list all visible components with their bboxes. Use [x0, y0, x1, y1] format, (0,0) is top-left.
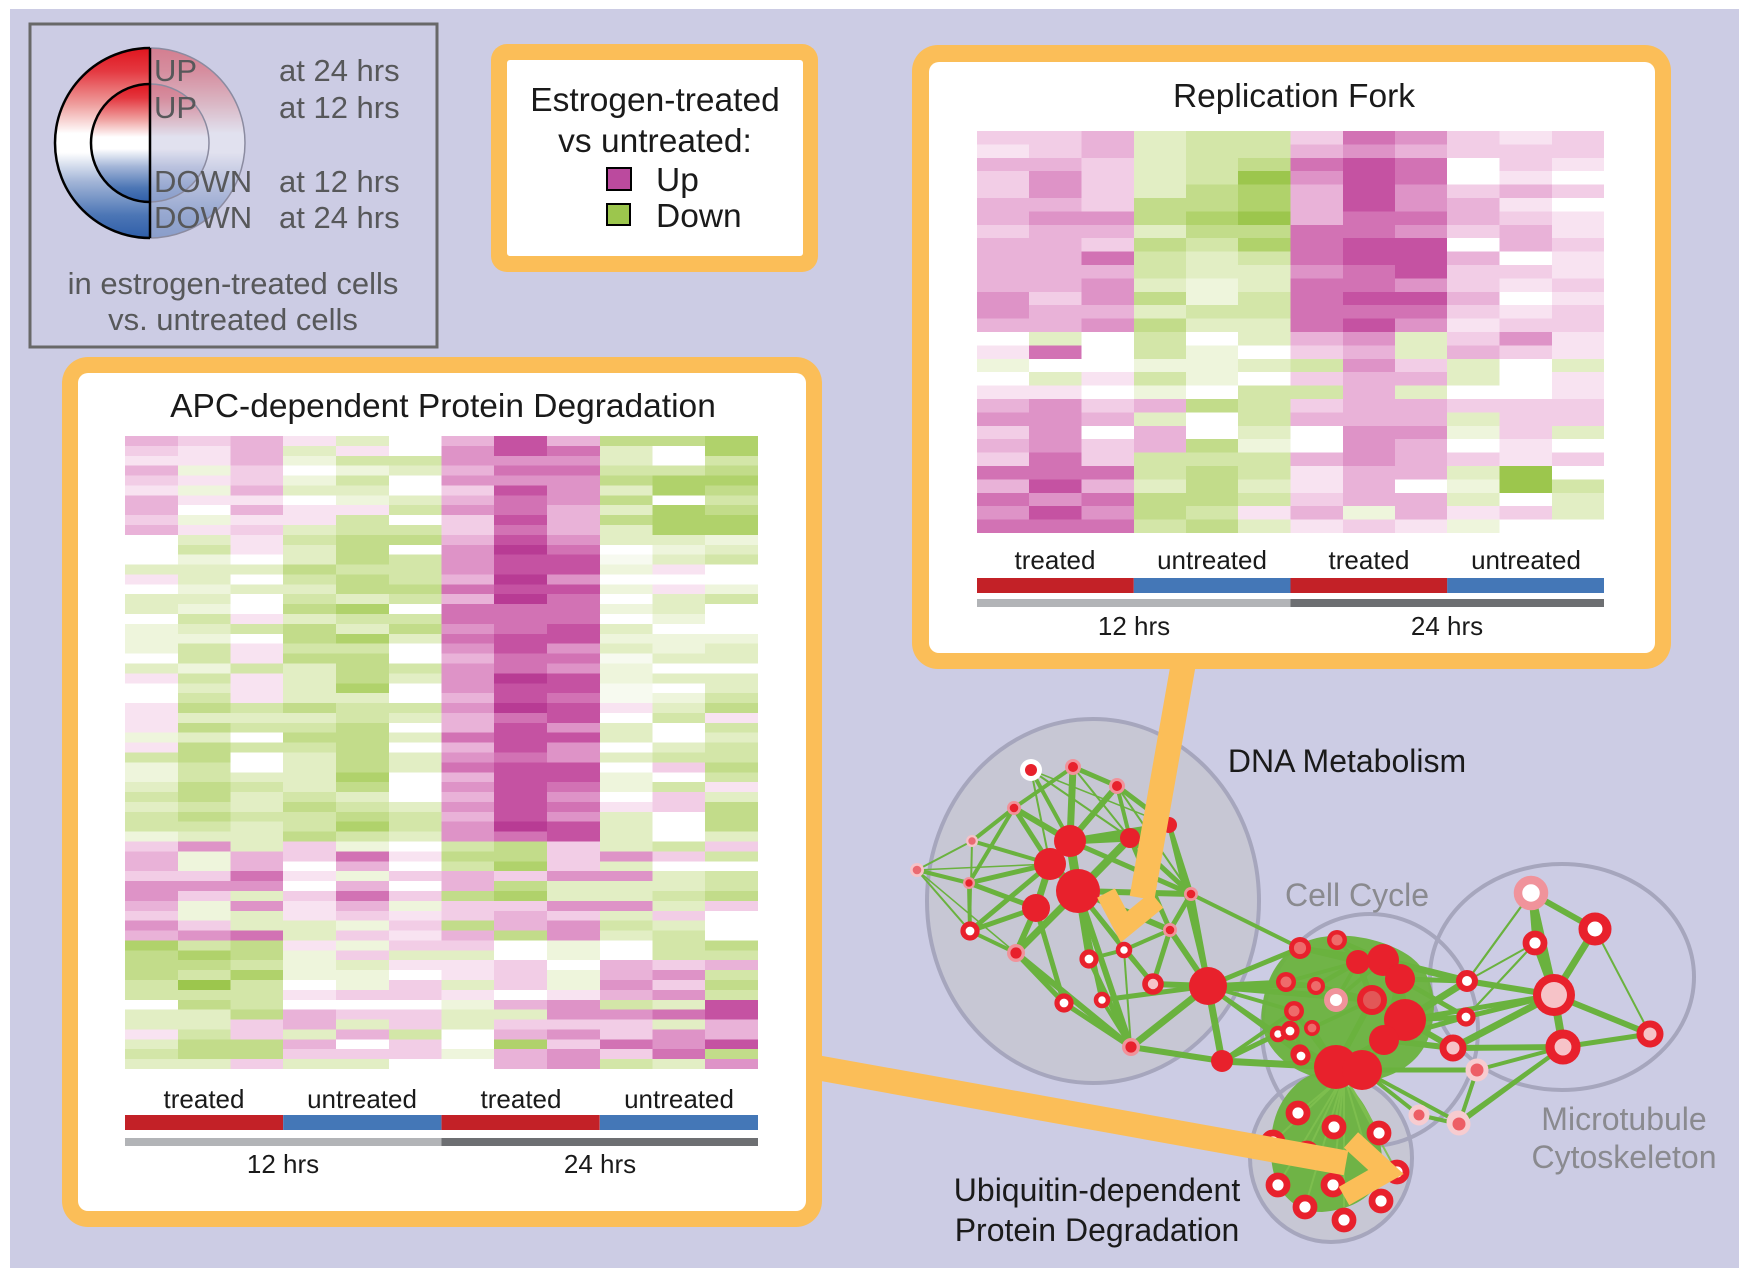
svg-text:untreated: untreated	[307, 1084, 417, 1114]
svg-text:treated: treated	[1015, 545, 1096, 575]
svg-text:Cell Cycle: Cell Cycle	[1285, 877, 1429, 913]
svg-text:treated: treated	[481, 1084, 562, 1114]
svg-text:treated: treated	[1329, 545, 1410, 575]
svg-text:Down: Down	[656, 198, 742, 235]
svg-text:12 hrs: 12 hrs	[247, 1149, 319, 1179]
svg-text:DOWN: DOWN	[154, 164, 252, 199]
svg-text:Protein Degradation: Protein Degradation	[955, 1212, 1240, 1248]
svg-text:at 12 hrs: at 12 hrs	[279, 90, 400, 125]
svg-text:at 12 hrs: at 12 hrs	[279, 164, 400, 199]
svg-text:24 hrs: 24 hrs	[1411, 611, 1483, 641]
svg-text:Replication Fork: Replication Fork	[1173, 78, 1415, 115]
svg-text:24 hrs: 24 hrs	[564, 1149, 636, 1179]
svg-text:APC-dependent Protein Degradat: APC-dependent Protein Degradation	[170, 388, 716, 425]
svg-text:vs. untreated cells: vs. untreated cells	[108, 302, 358, 337]
svg-text:UP: UP	[154, 53, 197, 88]
svg-text:12 hrs: 12 hrs	[1098, 611, 1170, 641]
svg-text:vs untreated:: vs untreated:	[558, 123, 752, 160]
svg-text:treated: treated	[164, 1084, 245, 1114]
svg-text:at 24 hrs: at 24 hrs	[279, 53, 400, 88]
svg-text:Up: Up	[656, 162, 699, 199]
svg-text:UP: UP	[154, 90, 197, 125]
svg-text:DOWN: DOWN	[154, 200, 252, 235]
svg-text:untreated: untreated	[624, 1084, 734, 1114]
svg-text:at 24 hrs: at 24 hrs	[279, 200, 400, 235]
svg-text:in estrogen-treated cells: in estrogen-treated cells	[68, 266, 399, 301]
svg-text:DNA Metabolism: DNA Metabolism	[1228, 743, 1466, 779]
svg-text:Ubiquitin-dependent: Ubiquitin-dependent	[954, 1172, 1241, 1208]
svg-text:Estrogen-treated: Estrogen-treated	[530, 82, 780, 119]
svg-text:Cytoskeleton: Cytoskeleton	[1532, 1139, 1717, 1175]
svg-text:untreated: untreated	[1157, 545, 1267, 575]
svg-text:untreated: untreated	[1471, 545, 1581, 575]
svg-text:Microtubule: Microtubule	[1541, 1101, 1706, 1137]
